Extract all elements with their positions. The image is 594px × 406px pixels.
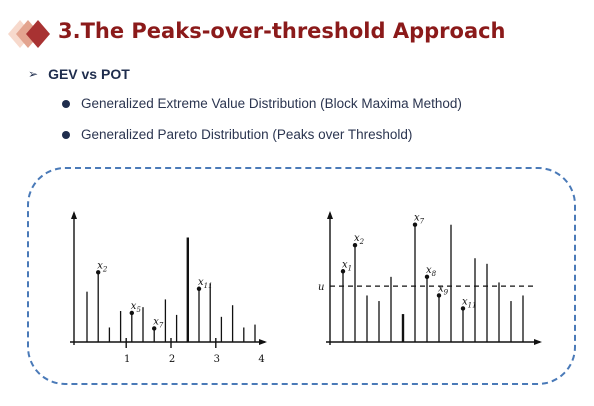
block-label: 1 bbox=[124, 354, 130, 365]
data-point bbox=[129, 310, 134, 316]
data-label: x9 bbox=[438, 283, 449, 296]
data-point bbox=[340, 269, 346, 274]
figure-frame bbox=[27, 167, 576, 385]
arrow-bullet-icon: ➢ bbox=[28, 67, 39, 81]
bullet-text: Generalized Extreme Value Distribution (… bbox=[81, 96, 462, 111]
block-maxima-plot: x2 x5 x7 x11 1 2 3 4 bbox=[70, 211, 267, 365]
bullet-item: Generalized Pareto Distribution (Peaks o… bbox=[62, 127, 412, 142]
data-point bbox=[152, 326, 157, 331]
bullet-dot-icon bbox=[62, 130, 70, 139]
data-label: x7 bbox=[414, 213, 425, 226]
block-label: 3 bbox=[214, 354, 220, 365]
bullet-dot-icon bbox=[62, 99, 70, 108]
data-point bbox=[424, 274, 430, 280]
data-point bbox=[460, 306, 466, 311]
data-label: x7 bbox=[153, 316, 164, 329]
data-label: x2 bbox=[354, 233, 365, 246]
logo-diamonds-icon bbox=[8, 20, 50, 48]
data-point bbox=[196, 286, 202, 291]
data-label: x8 bbox=[426, 265, 437, 278]
data-point bbox=[436, 293, 442, 298]
y-axis-arrow bbox=[71, 211, 77, 219]
y-axis-arrow bbox=[327, 211, 333, 219]
data-point bbox=[352, 243, 358, 248]
data-label: x2 bbox=[97, 260, 108, 273]
data-label: x5 bbox=[131, 301, 142, 314]
threshold-label: u bbox=[318, 282, 324, 293]
bullet-text: Generalized Pareto Distribution (Peaks o… bbox=[81, 127, 413, 142]
x-axis-arrow bbox=[259, 339, 267, 345]
bullet-item: Generalized Extreme Value Distribution (… bbox=[62, 96, 462, 111]
subtitle-row: ➢ GEV vs POT bbox=[28, 66, 130, 82]
data-point bbox=[412, 222, 418, 227]
block-label: 4 bbox=[258, 354, 264, 365]
data-label: x11 bbox=[462, 296, 477, 309]
slide-title: 3.The Peaks-over-threshold Approach bbox=[58, 19, 506, 43]
data-label: x11 bbox=[198, 277, 213, 290]
data-point bbox=[96, 270, 101, 275]
data-label: x1 bbox=[342, 259, 352, 272]
x-axis-arrow bbox=[534, 339, 542, 345]
subtitle-text: GEV vs POT bbox=[48, 66, 130, 82]
block-label: 2 bbox=[169, 354, 175, 365]
